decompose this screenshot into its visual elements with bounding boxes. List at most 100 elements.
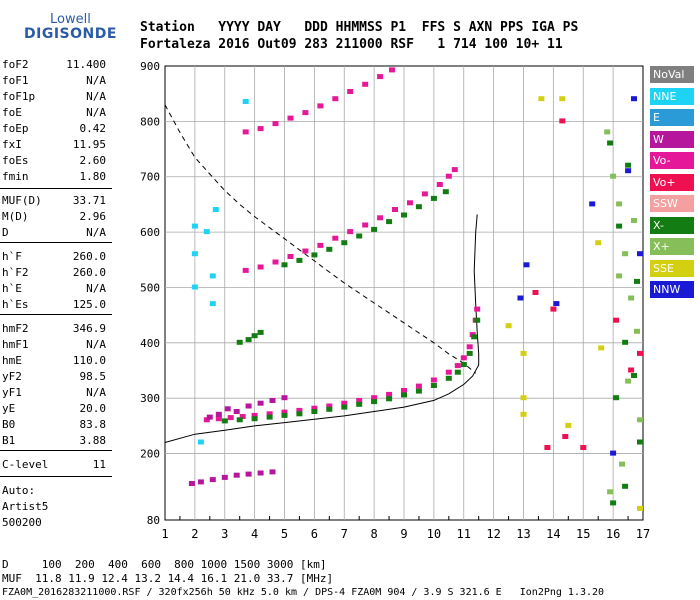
footer-muf-line: MUF 11.8 11.9 12.4 13.2 14.4 16.1 21.0 3… [2, 572, 334, 585]
trace-point [356, 233, 363, 239]
param-value: 110.0 [72, 354, 106, 367]
legend-item: SSW [650, 195, 694, 212]
trace-point [415, 388, 422, 394]
trace-point [311, 252, 318, 258]
trace-point [634, 278, 640, 284]
trace-point [445, 173, 452, 179]
trace-point [236, 339, 243, 345]
trace-point [610, 500, 617, 506]
trace-point [505, 323, 512, 329]
y-tick-label: 600 [140, 226, 160, 239]
trace-point [197, 479, 204, 485]
param-value: 83.8 [79, 418, 107, 431]
trace-point [610, 173, 617, 179]
param-value: 20.0 [79, 402, 107, 415]
param-value: 11.95 [72, 138, 106, 151]
trace-point [445, 375, 452, 381]
trace-point [474, 306, 481, 312]
trace-point [619, 461, 626, 467]
trace-point [245, 471, 252, 477]
trace-point [616, 273, 623, 279]
trace-point [613, 395, 620, 401]
trace-point [257, 264, 264, 270]
trace-point [598, 345, 605, 351]
trace-point [442, 189, 449, 195]
x-tick-label: 3 [221, 527, 228, 541]
trace-point [317, 242, 324, 248]
param-divider [0, 242, 112, 243]
param-value: N/A [86, 386, 106, 399]
trace-point [637, 417, 643, 423]
trace-point [559, 118, 566, 124]
trace-point [607, 489, 614, 495]
trace-point [215, 411, 222, 417]
trace-point [311, 409, 318, 414]
trace-point [622, 251, 629, 257]
param-name: foE [2, 106, 22, 119]
trace-point [401, 392, 407, 398]
trace-point [296, 257, 303, 263]
param-name: h`E [2, 282, 22, 295]
x-tick-label: 4 [251, 527, 258, 541]
trace-point [454, 369, 461, 375]
trace-point [415, 383, 422, 389]
param-name: B1 [2, 434, 16, 447]
trace-point [242, 99, 249, 104]
x-tick-label: 12 [486, 527, 500, 541]
logo-line2: DIGISONDE [24, 26, 117, 42]
trace-point [191, 284, 198, 290]
trace-point [637, 505, 643, 511]
x-tick-label: 5 [281, 527, 288, 541]
trace-point [188, 481, 195, 486]
trace-point [242, 267, 249, 273]
trace-point [631, 218, 637, 223]
legend-item: Vo+ [650, 173, 694, 191]
trace-point [616, 201, 623, 207]
param-name: D [2, 226, 9, 239]
trace-point [257, 126, 264, 132]
logo-line1: Lowell [50, 12, 91, 27]
param-value: 2.96 [79, 210, 107, 223]
trace-point [377, 74, 384, 80]
trace-point [466, 350, 473, 356]
trace-point [386, 219, 393, 225]
param-value: 11 [92, 458, 106, 471]
param-row: h`Es 125.0 [2, 298, 106, 314]
trace-point [326, 246, 333, 252]
trace-point [436, 182, 443, 187]
trace-point [553, 301, 560, 307]
trace-point [454, 363, 461, 369]
trace-point [257, 470, 264, 476]
legend-item: NNW [650, 281, 694, 298]
digisonde-logo: Lowell DIGISONDE [10, 10, 130, 46]
trace-point [460, 355, 467, 361]
trace-point [233, 472, 240, 478]
param-value: 98.5 [79, 370, 107, 383]
trace-point [562, 434, 569, 439]
y-tick-label: 300 [140, 392, 160, 405]
trace-point [430, 383, 437, 388]
trace-point [209, 301, 216, 307]
y-tick-label: 800 [140, 115, 160, 128]
param-name: hmE [2, 354, 22, 367]
param-name: h`F [2, 250, 22, 263]
trace-point [287, 115, 294, 121]
trace-point [616, 223, 623, 229]
param-value: 33.71 [72, 194, 106, 207]
param-name: MUF(D) [2, 194, 42, 207]
trace-point [296, 407, 303, 413]
trace-point [421, 191, 428, 197]
trace-point [347, 229, 354, 235]
trace-point [430, 377, 437, 383]
param-value: N/A [86, 282, 106, 295]
trace-point [356, 401, 363, 407]
trace-point [356, 398, 363, 403]
trace-point [523, 262, 530, 268]
trace-point [251, 412, 258, 418]
param-row: foF1 N/A [2, 74, 106, 90]
param-value: N/A [86, 106, 106, 119]
trace-point [520, 350, 527, 356]
param-divider [0, 476, 112, 477]
trace-point [332, 96, 339, 102]
